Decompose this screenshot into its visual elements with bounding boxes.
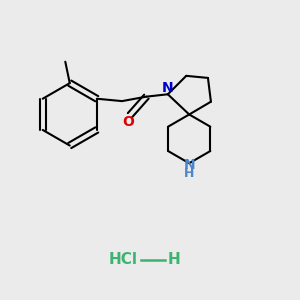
Text: H: H <box>167 253 180 268</box>
Text: N: N <box>183 158 195 172</box>
Text: N: N <box>162 81 174 95</box>
Text: HCl: HCl <box>109 253 138 268</box>
Text: O: O <box>123 115 134 129</box>
Text: H: H <box>184 167 194 180</box>
